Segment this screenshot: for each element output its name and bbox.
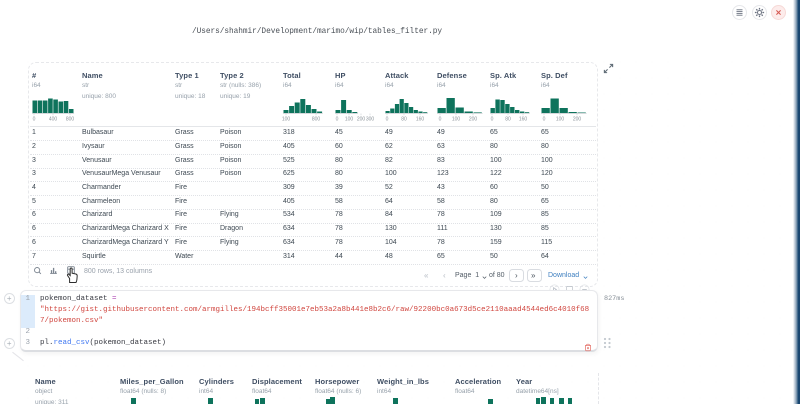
- svg-text:300: 300: [366, 116, 375, 122]
- svg-text:0: 0: [491, 116, 494, 122]
- svg-text:400: 400: [49, 116, 58, 122]
- svg-text:0: 0: [386, 116, 389, 122]
- svg-text:0: 0: [336, 116, 339, 122]
- svg-text:200: 200: [573, 116, 582, 122]
- svg-text:100: 100: [282, 116, 291, 122]
- svg-text:160: 160: [519, 116, 528, 122]
- svg-text:0: 0: [439, 116, 442, 122]
- svg-text:80: 80: [401, 116, 407, 122]
- svg-text:200: 200: [357, 116, 366, 122]
- svg-text:800: 800: [66, 116, 75, 122]
- svg-text:160: 160: [416, 116, 425, 122]
- svg-text:80: 80: [505, 116, 511, 122]
- svg-text:100: 100: [556, 116, 565, 122]
- svg-text:0: 0: [543, 116, 546, 122]
- svg-text:0: 0: [33, 116, 36, 122]
- svg-text:100: 100: [345, 116, 354, 122]
- svg-text:100: 100: [452, 116, 461, 122]
- svg-text:800: 800: [312, 116, 321, 122]
- svg-text:200: 200: [469, 116, 478, 122]
